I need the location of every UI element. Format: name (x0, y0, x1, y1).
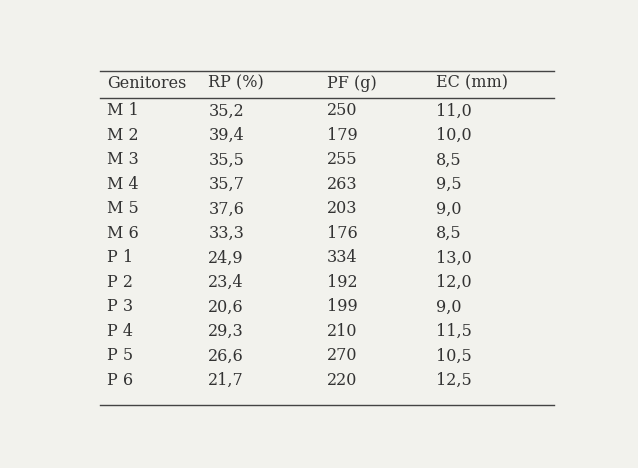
Text: 210: 210 (327, 323, 357, 340)
Text: 12,5: 12,5 (436, 372, 471, 389)
Text: 21,7: 21,7 (208, 372, 244, 389)
Text: EC (mm): EC (mm) (436, 75, 508, 92)
Text: M 6: M 6 (107, 225, 138, 242)
Text: 13,0: 13,0 (436, 249, 471, 266)
Text: 10,0: 10,0 (436, 127, 471, 144)
Text: 8,5: 8,5 (436, 225, 461, 242)
Text: M 5: M 5 (107, 200, 138, 218)
Text: 11,0: 11,0 (436, 102, 471, 119)
Text: P 3: P 3 (107, 299, 133, 315)
Text: 9,0: 9,0 (436, 200, 461, 218)
Text: 334: 334 (327, 249, 358, 266)
Text: 199: 199 (327, 299, 358, 315)
Text: 9,5: 9,5 (436, 176, 461, 193)
Text: 24,9: 24,9 (208, 249, 244, 266)
Text: M 2: M 2 (107, 127, 138, 144)
Text: 9,0: 9,0 (436, 299, 461, 315)
Text: 20,6: 20,6 (208, 299, 244, 315)
Text: 220: 220 (327, 372, 357, 389)
Text: 37,6: 37,6 (208, 200, 244, 218)
Text: 35,7: 35,7 (208, 176, 244, 193)
Text: RP (%): RP (%) (208, 75, 264, 92)
Text: M 1: M 1 (107, 102, 138, 119)
Text: 203: 203 (327, 200, 357, 218)
Text: 35,2: 35,2 (208, 102, 244, 119)
Text: 250: 250 (327, 102, 357, 119)
Text: 39,4: 39,4 (208, 127, 244, 144)
Text: P 2: P 2 (107, 274, 133, 291)
Text: Genitores: Genitores (107, 75, 186, 92)
Text: 33,3: 33,3 (208, 225, 244, 242)
Text: 35,5: 35,5 (208, 152, 244, 168)
Text: 23,4: 23,4 (208, 274, 244, 291)
Text: 26,6: 26,6 (208, 347, 244, 365)
Text: 179: 179 (327, 127, 358, 144)
Text: PF (g): PF (g) (327, 75, 376, 92)
Text: 263: 263 (327, 176, 358, 193)
Text: P 1: P 1 (107, 249, 133, 266)
Text: P 4: P 4 (107, 323, 133, 340)
Text: M 3: M 3 (107, 152, 138, 168)
Text: 176: 176 (327, 225, 358, 242)
Text: 29,3: 29,3 (208, 323, 244, 340)
Text: 11,5: 11,5 (436, 323, 471, 340)
Text: 12,0: 12,0 (436, 274, 471, 291)
Text: M 4: M 4 (107, 176, 138, 193)
Text: P 6: P 6 (107, 372, 133, 389)
Text: 192: 192 (327, 274, 358, 291)
Text: 10,5: 10,5 (436, 347, 471, 365)
Text: 270: 270 (327, 347, 357, 365)
Text: P 5: P 5 (107, 347, 133, 365)
Text: 255: 255 (327, 152, 358, 168)
Text: 8,5: 8,5 (436, 152, 461, 168)
